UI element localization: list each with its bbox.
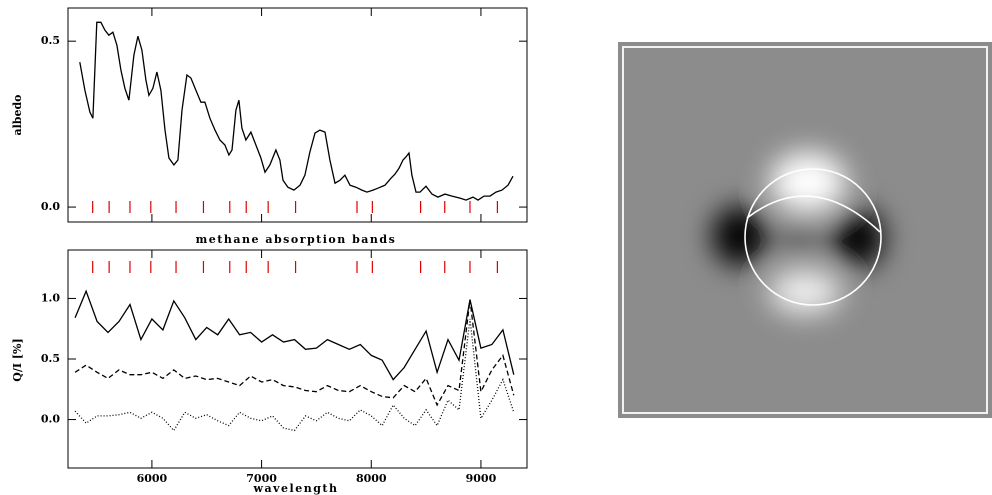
y-tick-label: 0.0 [41,200,60,213]
y-tick-label: 0.0 [41,413,60,426]
y-tick-label: 0.5 [41,352,60,365]
y-tick-label: 0.5 [41,34,60,47]
bands-label: methane absorption bands [196,233,397,246]
data-line [74,299,515,407]
plot-frame [67,7,528,223]
data-line [74,318,515,432]
y-axis-label: Q/I [%] [11,338,24,381]
data-line [79,21,514,201]
image-border [622,46,988,414]
disk-circle [744,168,882,306]
x-tick-label: 8000 [356,472,387,485]
x-tick-label: 9000 [466,472,497,485]
ring-arc [746,195,881,233]
y-tick-label: 1.0 [41,291,60,304]
y-axis-label: albedo [11,94,24,135]
x-tick-label: 7000 [246,472,277,485]
polarization-image [618,42,992,418]
x-tick-label: 6000 [137,472,168,485]
data-line [74,289,515,381]
x-axis-label: wavelength [253,482,339,495]
